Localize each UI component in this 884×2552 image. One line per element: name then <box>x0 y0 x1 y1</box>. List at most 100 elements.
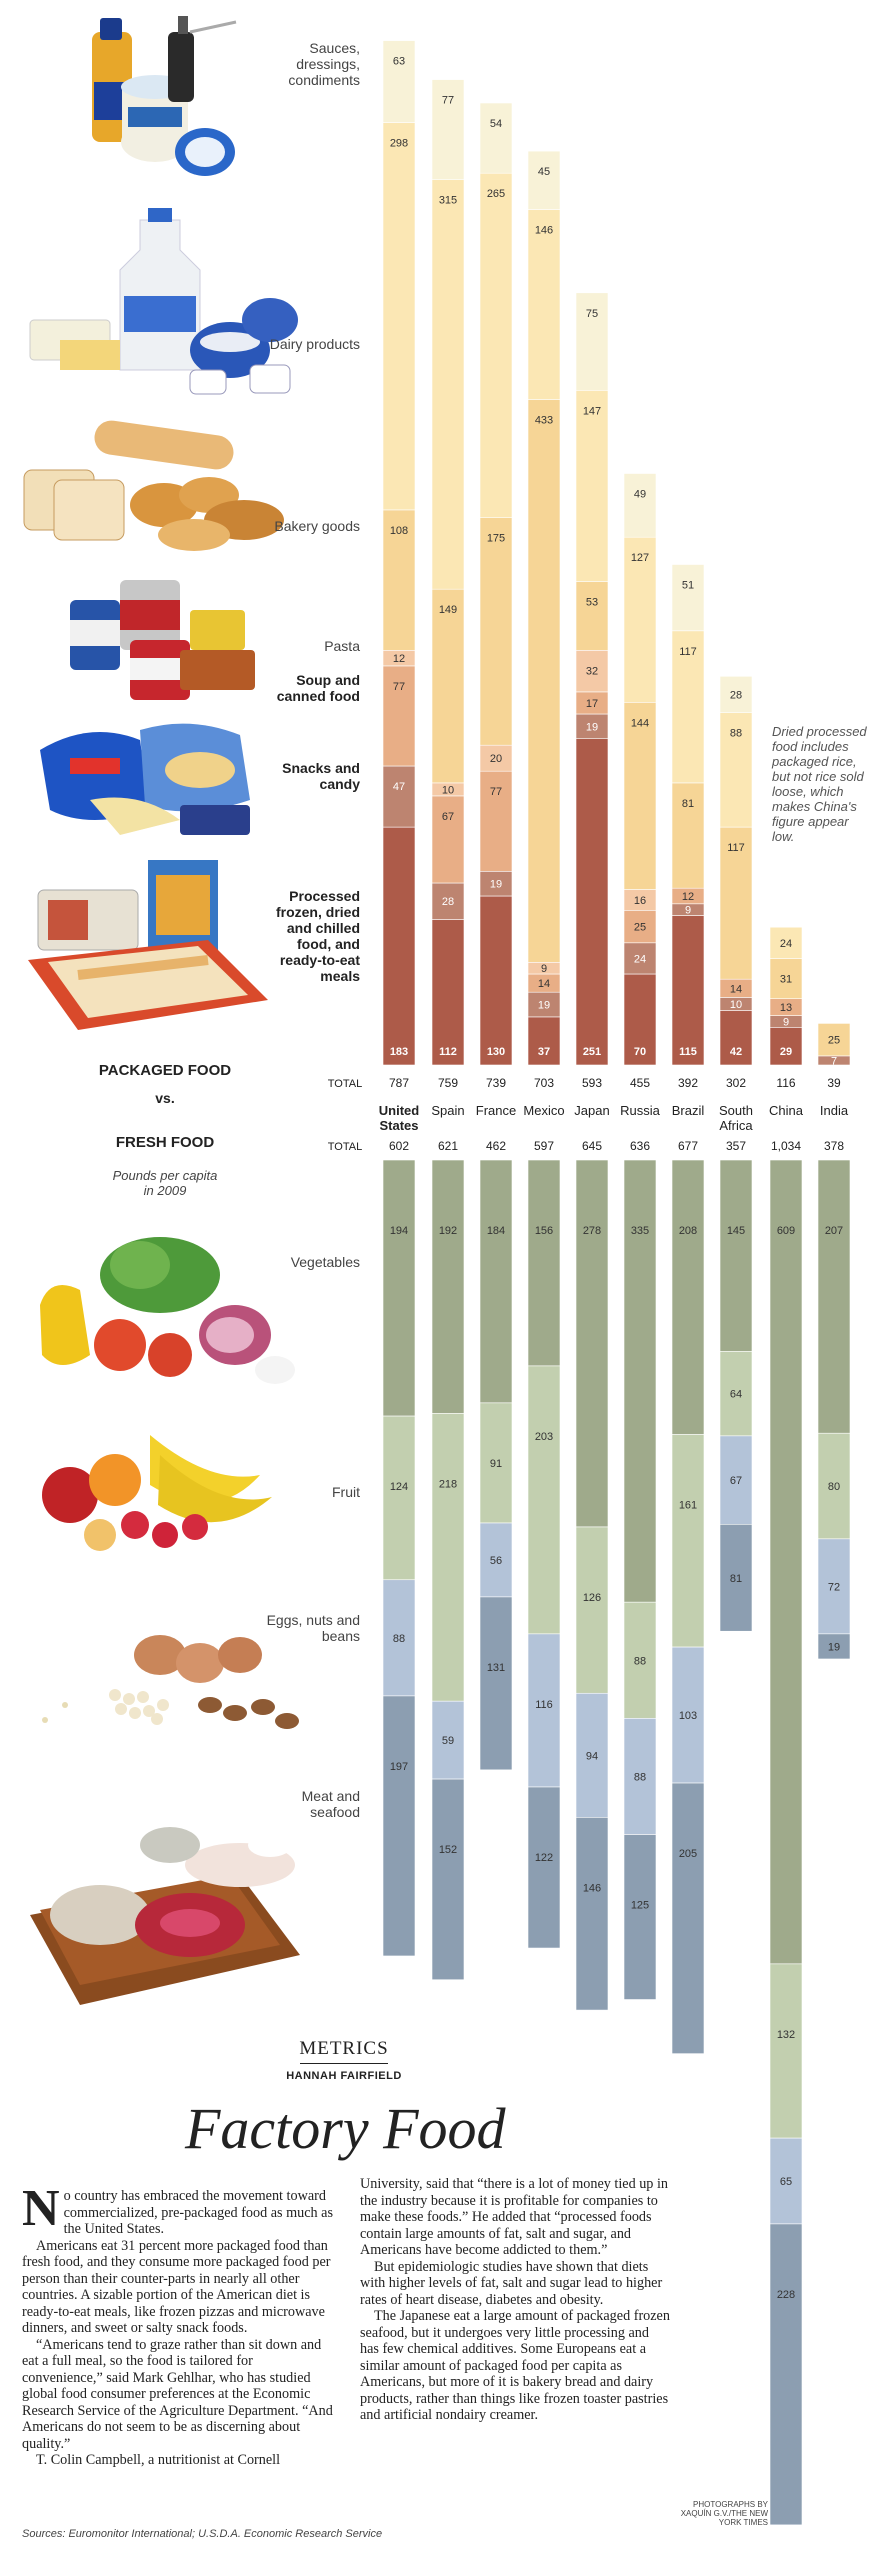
bar-segment <box>671 915 705 1066</box>
bar-segment <box>575 1817 609 2011</box>
bar-segment <box>479 895 513 1066</box>
bar-segment <box>575 649 609 693</box>
data-label: 208 <box>679 1225 697 1237</box>
country-label: Japan <box>574 1103 609 1118</box>
bar-segment <box>382 1579 416 1697</box>
condiments-photo-icon <box>92 16 237 176</box>
data-label: 10 <box>442 784 454 796</box>
bar-segment <box>382 122 416 511</box>
bar-segment <box>431 588 465 784</box>
fresh-total-label: 357 <box>726 1139 746 1153</box>
data-label: 19 <box>538 1000 550 1012</box>
bar-segment <box>479 1402 513 1524</box>
fresh-total-label: 1,034 <box>771 1139 801 1153</box>
bar-segment <box>671 1782 705 2054</box>
category-label-meat: Meat and seafood <box>301 1788 360 1820</box>
bar-segment <box>382 826 416 1066</box>
bar-segment <box>575 1692 609 1818</box>
page-title: Factory Food <box>185 2096 506 2161</box>
bar-segment <box>431 882 465 920</box>
bar-segment <box>431 1159 465 1414</box>
data-label: 10 <box>730 999 742 1011</box>
data-label: 91 <box>490 1458 502 1470</box>
packaged-total-label: 39 <box>827 1076 841 1090</box>
data-label: 20 <box>490 753 502 765</box>
category-label-vegetables: Vegetables <box>290 1254 360 1270</box>
frozen-meal-photo-icon <box>28 860 268 1030</box>
country-label: Africa <box>719 1118 753 1133</box>
bar-segment <box>623 473 657 538</box>
data-label: 59 <box>442 1735 454 1747</box>
country-label: South <box>719 1103 753 1118</box>
bar-segment <box>479 1596 513 1771</box>
metrics-label: METRICS <box>299 2038 389 2059</box>
category-label-sauces: Sauces, dressings, condiments <box>288 40 360 88</box>
bar-segment <box>817 1432 851 1540</box>
data-label: 9 <box>783 1016 789 1028</box>
data-label: 192 <box>439 1225 457 1237</box>
data-label: 144 <box>631 717 649 729</box>
data-label: 88 <box>730 728 742 740</box>
data-label: 75 <box>586 308 598 320</box>
packaged-total-label: 116 <box>776 1076 795 1090</box>
data-label: 251 <box>583 1046 601 1058</box>
packaged-total-label: 302 <box>726 1076 746 1090</box>
vegetables-photo-icon <box>40 1237 295 1384</box>
data-label: 130 <box>487 1046 505 1058</box>
bar-segment <box>671 782 705 889</box>
data-label: 433 <box>535 414 553 426</box>
pasta-canned-photo-icon <box>70 580 255 700</box>
bar-segment <box>431 179 465 590</box>
data-label: 147 <box>583 405 601 417</box>
data-label: 207 <box>825 1225 843 1237</box>
eggs-nuts-beans-photo-icon <box>42 1635 299 1729</box>
versus-label: vs. <box>155 1090 175 1106</box>
bar-segment <box>719 675 753 713</box>
article-paragraph: T. Colin Campbell, a nutritionist at Cor… <box>36 2452 281 2468</box>
data-label: 14 <box>730 983 742 995</box>
bar-segment <box>431 1778 465 1981</box>
bar-segment <box>382 665 416 767</box>
data-label: 9 <box>541 963 547 975</box>
bar-segment <box>719 712 753 828</box>
fresh-total-label: 621 <box>438 1139 458 1153</box>
data-label: 32 <box>586 665 598 677</box>
bar-segment <box>527 1633 561 1788</box>
data-label: 45 <box>538 166 550 178</box>
data-label: 88 <box>634 1771 646 1783</box>
data-label: 197 <box>390 1761 408 1773</box>
data-label: 70 <box>634 1046 646 1058</box>
bar-segment <box>479 517 513 746</box>
bar-segment <box>575 292 609 391</box>
bar-segment <box>769 1159 803 1965</box>
data-label: 184 <box>487 1225 505 1237</box>
country-label: China <box>769 1103 804 1118</box>
data-label: 146 <box>535 225 553 237</box>
data-label: 103 <box>679 1710 697 1722</box>
bar-segment <box>623 1159 657 1603</box>
bar-segment <box>671 564 705 632</box>
data-label: 94 <box>586 1750 598 1762</box>
bar-segment <box>623 1601 657 1719</box>
bar-segment <box>575 1526 609 1694</box>
data-label: 131 <box>487 1662 505 1674</box>
packaged-total-label: 392 <box>678 1076 698 1090</box>
bar-segment <box>382 1415 416 1581</box>
data-label: 24 <box>780 938 792 950</box>
data-label: 335 <box>631 1225 649 1237</box>
data-label: 81 <box>682 798 694 810</box>
packaged-total-label: 787 <box>389 1076 409 1090</box>
country-label: India <box>820 1103 849 1118</box>
packaged-food-heading: PACKAGED FOOD <box>98 1062 232 1079</box>
data-label: 205 <box>679 1848 697 1860</box>
article-paragraph: The Japanese eat a large amount of packa… <box>360 2308 670 2423</box>
data-label: 81 <box>730 1573 742 1585</box>
fresh-total-label: 597 <box>534 1139 554 1153</box>
data-label: 108 <box>390 525 408 537</box>
data-label: 19 <box>586 721 598 733</box>
bar-segment <box>623 909 657 944</box>
article-paragraph: “Americans tend to graze rather than sit… <box>22 2336 333 2452</box>
category-label-eggs: Eggs, nuts and beans <box>266 1612 360 1644</box>
packaged-total-label: 703 <box>534 1076 554 1090</box>
data-label: 228 <box>777 2289 795 2301</box>
